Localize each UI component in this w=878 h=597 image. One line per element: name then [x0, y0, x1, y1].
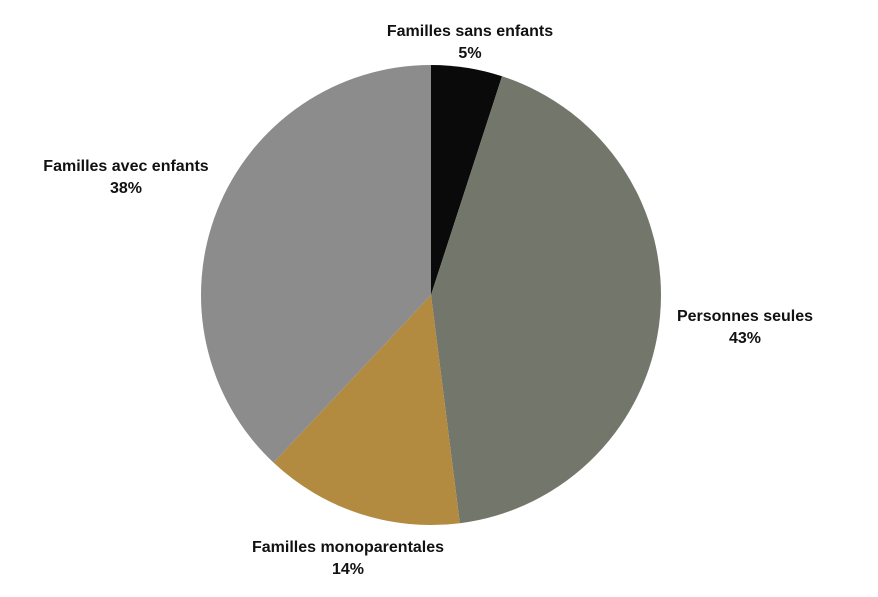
- slice-category-label: Personnes seules: [676, 308, 814, 325]
- slice-percent-label: 43%: [728, 330, 762, 347]
- slice-category-label: Familles avec enfants: [43, 158, 209, 175]
- pie-slice-3: [200, 65, 431, 463]
- pie-label-familles-avec-enfants: Familles avec enfants 38%: [43, 156, 208, 200]
- pie-label-familles-monoparentales: Familles monoparentales 14%: [252, 537, 444, 581]
- pie-label-personnes-seules: Personnes seules 43%: [677, 306, 813, 350]
- pie-slice-0: [431, 65, 503, 295]
- slice-percent-label: 14%: [331, 561, 365, 578]
- pie-slice-1: [431, 76, 661, 524]
- pie-label-familles-sans-enfants: Familles sans enfants 5%: [387, 21, 553, 65]
- slice-category-label: Familles monoparentales: [251, 539, 445, 556]
- slice-category-label: Familles sans enfants: [386, 23, 554, 40]
- slice-percent-label: 38%: [109, 180, 143, 197]
- slice-percent-label: 5%: [458, 45, 482, 62]
- pie-slice-2: [273, 295, 460, 526]
